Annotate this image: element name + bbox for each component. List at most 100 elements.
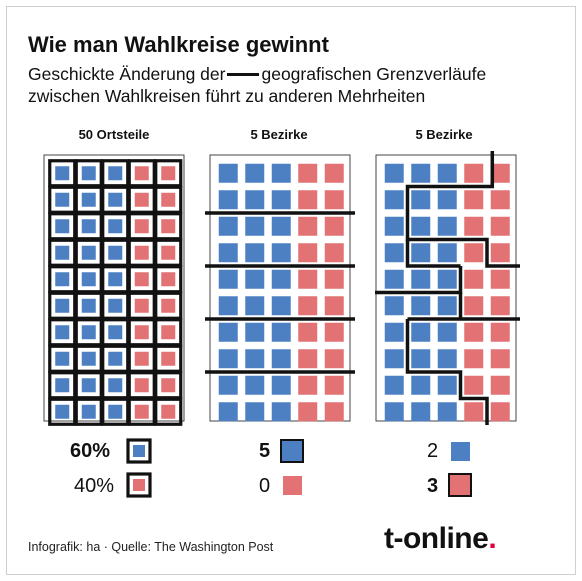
blue-square [271, 349, 291, 369]
blue-square [411, 190, 431, 210]
boundary-line-icon [227, 72, 260, 76]
red-square [490, 216, 510, 236]
blue-square [55, 404, 70, 419]
legend-ortsteil-icon [126, 472, 152, 498]
blue-square [81, 272, 96, 287]
blue-square [108, 245, 123, 260]
blue-square [437, 216, 457, 236]
red-square [324, 269, 344, 289]
red-square [324, 216, 344, 236]
red-square [298, 243, 318, 263]
red-square [298, 296, 318, 316]
red-square [464, 243, 484, 263]
blue-square [245, 296, 265, 316]
blue-square [384, 216, 404, 236]
district-boundary [405, 239, 461, 268]
blue-square [411, 375, 431, 395]
blue-square [218, 322, 238, 342]
red-square [161, 192, 176, 207]
blue-square [81, 219, 96, 234]
red-square [298, 402, 318, 422]
blue-square [271, 190, 291, 210]
red-square [490, 163, 510, 183]
red-square [161, 351, 176, 366]
legend-blue-icon [451, 442, 470, 461]
blue-square [81, 351, 96, 366]
panel-heading-bezirke-gerrymandered: 5 Bezirke [415, 127, 473, 142]
red-square [464, 190, 484, 210]
blue-square [108, 404, 123, 419]
blue-square [218, 402, 238, 422]
blue-square [218, 243, 238, 263]
red-square [161, 272, 176, 287]
blue-square [384, 163, 404, 183]
blue-square [55, 378, 70, 393]
blue-square [271, 243, 291, 263]
red-square [324, 163, 344, 183]
blue-square [218, 269, 238, 289]
blue-square [411, 296, 431, 316]
subtitle-part1: Geschickte Änderung der [28, 64, 226, 84]
blue-square [81, 325, 96, 340]
blue-square [384, 243, 404, 263]
blue-square [411, 322, 431, 342]
red-square [298, 269, 318, 289]
blue-square [411, 349, 431, 369]
blue-square [218, 349, 238, 369]
blue-square [55, 298, 70, 313]
blue-square [218, 296, 238, 316]
legend-value-red-share: 40% [74, 475, 115, 497]
blue-square [384, 190, 404, 210]
red-square [490, 269, 510, 289]
red-square [134, 298, 149, 313]
blue-square [271, 296, 291, 316]
red-square [134, 404, 149, 419]
legend-red-icon [283, 476, 302, 495]
blue-square [245, 163, 265, 183]
red-square [490, 349, 510, 369]
red-square [161, 245, 176, 260]
t-online-logo: t-online. [384, 522, 497, 555]
blue-square [245, 375, 265, 395]
red-square [464, 375, 484, 395]
subtitle-part2: geografischen Grenzverläufe zwischen Wah… [28, 64, 487, 106]
blue-square [384, 402, 404, 422]
red-square [134, 351, 149, 366]
blue-square [218, 216, 238, 236]
blue-square [55, 325, 70, 340]
panel-heading-bezirke-fair: 5 Bezirke [250, 127, 308, 142]
blue-square [218, 190, 238, 210]
red-square [161, 298, 176, 313]
blue-square [437, 269, 457, 289]
blue-square [81, 378, 96, 393]
red-square [134, 166, 149, 181]
blue-square [55, 351, 70, 366]
blue-square [245, 269, 265, 289]
blue-square [108, 351, 123, 366]
legend-red-icon [133, 479, 145, 491]
blue-square [108, 192, 123, 207]
blue-square [245, 349, 265, 369]
legend-value-red-districts-fair: 0 [259, 475, 271, 497]
blue-square [81, 192, 96, 207]
red-square [298, 216, 318, 236]
blue-square [81, 245, 96, 260]
legend-blue-icon [280, 439, 304, 463]
red-square [324, 402, 344, 422]
blue-square [411, 402, 431, 422]
blue-square [81, 166, 96, 181]
red-square [464, 322, 484, 342]
blue-square [384, 349, 404, 369]
blue-square [55, 272, 70, 287]
red-square [324, 243, 344, 263]
red-square [298, 375, 318, 395]
red-square [324, 375, 344, 395]
blue-square [108, 378, 123, 393]
red-square [161, 166, 176, 181]
blue-square [108, 219, 123, 234]
blue-square [411, 163, 431, 183]
blue-square [271, 216, 291, 236]
blue-square [108, 166, 123, 181]
red-square [134, 325, 149, 340]
